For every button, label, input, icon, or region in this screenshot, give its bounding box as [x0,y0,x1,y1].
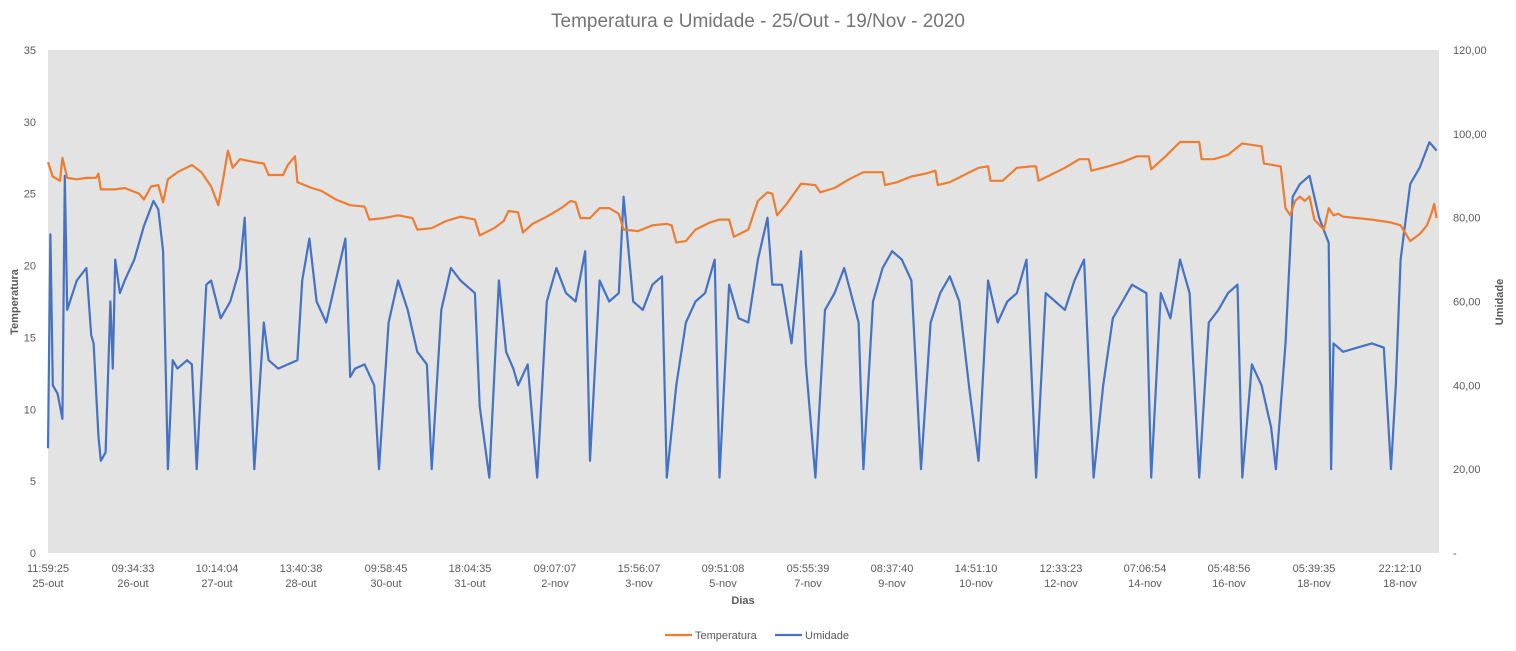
x-tick-day: 5-nov [709,578,737,590]
x-tick-day: 31-out [454,578,485,590]
x-tick-time: 09:51:08 [702,563,745,575]
x-tick-day: 7-nov [794,578,822,590]
x-tick-time: 18:04:35 [449,563,492,575]
x-tick-day: 10-nov [959,578,993,590]
x-tick-time: 05:48:56 [1208,563,1251,575]
y-axis-right-label: Umidade [1494,279,1506,325]
y-right-tick-label: 60,00 [1453,297,1481,309]
series-line-umidade [46,141,1438,479]
x-tick-time: 15:56:07 [618,563,661,575]
x-tick-time: 22:12:10 [1379,563,1422,575]
x-tick-time: 09:34:33 [112,563,155,575]
y-left-tick-label: 10 [24,404,36,416]
y-left-tick-label: 25 [24,189,36,201]
y-left-tick-label: 35 [24,45,36,57]
series-layer [46,140,1438,479]
y-left-tick-label: 20 [24,261,36,273]
series-line-temperatura [46,140,1438,244]
x-axis-label: Dias [731,595,754,607]
x-tick-day: 18-nov [1297,578,1331,590]
x-tick-day: 14-nov [1128,578,1162,590]
y-left-tick-label: 5 [30,476,36,488]
x-tick-time: 11:59:25 [27,563,69,575]
x-tick-day: 28-out [285,578,316,590]
x-tick-time: 05:55:39 [787,563,830,575]
x-tick-day: 3-nov [625,578,653,590]
x-tick-day: 16-nov [1212,578,1246,590]
x-tick-day: 30-out [370,578,401,590]
x-tick-day: 2-nov [541,578,569,590]
y-axis-left: 0 5 10 15 20 25 30 35 [24,45,36,560]
x-tick-time: 13:40:38 [280,563,323,575]
x-tick-day: 27-out [201,578,232,590]
plot-area [48,50,1439,553]
y-right-tick-label: - [1453,548,1457,560]
y-left-tick-label: 15 [24,332,36,344]
x-tick-time: 07:06:54 [1124,563,1167,575]
x-tick-time: 10:14:04 [196,563,239,575]
x-tick-time: 08:37:40 [871,563,914,575]
y-right-tick-label: 40,00 [1453,380,1481,392]
x-tick-time: 05:39:35 [1293,563,1336,575]
x-tick-time: 09:58:45 [365,563,408,575]
x-tick-day: 25-out [32,578,63,590]
legend: Temperatura Umidade [665,630,849,642]
legend-label: Umidade [805,630,849,642]
x-tick-day: 12-nov [1044,578,1078,590]
x-tick-day: 9-nov [878,578,906,590]
y-left-tick-label: 0 [30,548,36,560]
y-right-tick-label: 20,00 [1453,464,1481,476]
y-axis-left-label: Temperatura [9,268,21,335]
x-tick-day: 18-nov [1383,578,1417,590]
x-axis: 11:59:25 25-out 09:34:33 26-out 10:14:04 27-o… [27,563,1421,590]
y-left-tick-label: 30 [24,117,36,129]
y-right-tick-label: 80,00 [1453,213,1481,225]
x-tick-time: 12:33:23 [1040,563,1083,575]
x-tick-day: 26-out [117,578,148,590]
legend-label: Temperatura [695,630,758,642]
chart-title: Temperatura e Umidade - 25/Out - 19/Nov … [551,11,965,32]
x-tick-time: 14:51:10 [955,563,998,575]
y-right-tick-label: 120,00 [1453,45,1487,57]
y-right-tick-label: 100,00 [1453,129,1487,141]
x-tick-time: 09:07:07 [534,563,577,575]
y-axis-right: - 20,00 40,00 60,00 80,00 100,00 120,00 [1453,45,1487,560]
